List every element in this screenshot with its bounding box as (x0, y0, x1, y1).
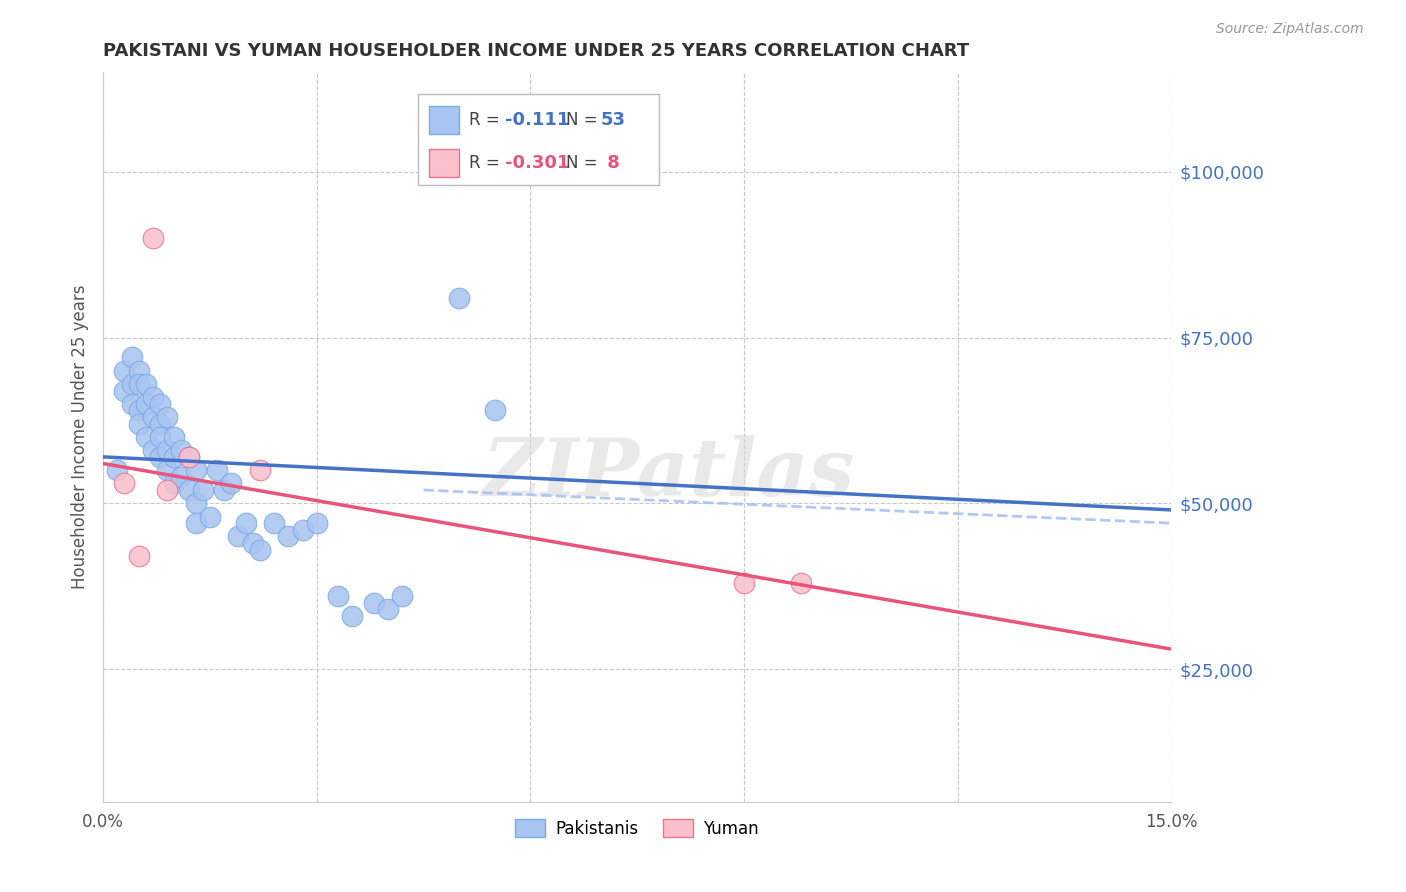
Point (184, 516, 207, 531)
Text: Source: ZipAtlas.com: Source: ZipAtlas.com (1216, 22, 1364, 37)
Point (198, 509, 221, 524)
Point (484, 403, 506, 417)
Point (135, 397, 157, 411)
Point (114, 476, 136, 491)
Point (156, 463, 179, 477)
Text: ZIPatlas: ZIPatlas (484, 434, 855, 512)
Point (733, 575, 755, 590)
Point (277, 529, 299, 543)
Point (790, 575, 813, 590)
Text: PAKISTANI VS YUMAN HOUSEHOLDER INCOME UNDER 25 YEARS CORRELATION CHART: PAKISTANI VS YUMAN HOUSEHOLDER INCOME UN… (103, 42, 969, 60)
Point (156, 443, 179, 458)
Point (177, 483, 200, 497)
Point (177, 450, 200, 464)
Text: -0.111: -0.111 (505, 111, 569, 128)
Point (212, 483, 235, 497)
Point (142, 231, 165, 245)
Point (128, 376, 150, 391)
Point (163, 450, 186, 464)
Text: R =: R = (470, 111, 506, 128)
Y-axis label: Householder Income Under 25 years: Householder Income Under 25 years (72, 285, 89, 590)
Point (121, 397, 143, 411)
Point (156, 410, 179, 425)
Point (221, 476, 243, 491)
Text: R =: R = (470, 153, 506, 171)
Point (235, 516, 257, 531)
Point (184, 463, 207, 477)
Legend: Pakistanis, Yuman: Pakistanis, Yuman (509, 813, 766, 845)
Point (249, 542, 271, 557)
Point (149, 450, 172, 464)
Point (156, 483, 179, 497)
Point (121, 351, 143, 365)
Point (149, 417, 172, 431)
Point (135, 430, 157, 444)
Point (105, 463, 128, 477)
Point (114, 364, 136, 378)
Point (305, 516, 328, 531)
Point (184, 496, 207, 510)
Point (114, 384, 136, 398)
Point (228, 529, 250, 543)
Point (205, 463, 228, 477)
Point (121, 376, 143, 391)
Point (363, 596, 385, 610)
FancyBboxPatch shape (429, 106, 458, 134)
Point (163, 430, 186, 444)
Point (342, 609, 364, 624)
Point (291, 523, 314, 537)
Point (142, 390, 165, 404)
Point (326, 589, 349, 603)
FancyBboxPatch shape (429, 149, 458, 177)
Point (128, 364, 150, 378)
Point (263, 516, 285, 531)
Text: N =: N = (565, 153, 603, 171)
Point (170, 469, 193, 483)
Point (177, 450, 200, 464)
Point (135, 376, 157, 391)
Text: 53: 53 (600, 111, 626, 128)
Point (142, 443, 165, 458)
Point (128, 417, 150, 431)
Point (191, 483, 214, 497)
FancyBboxPatch shape (418, 95, 658, 186)
Point (142, 410, 165, 425)
Text: 8: 8 (600, 153, 620, 171)
Point (149, 430, 172, 444)
Point (391, 589, 413, 603)
Text: -0.301: -0.301 (505, 153, 569, 171)
Point (163, 476, 186, 491)
Point (128, 549, 150, 564)
Point (249, 463, 271, 477)
Point (449, 291, 471, 305)
Point (149, 397, 172, 411)
Text: N =: N = (565, 111, 603, 128)
Point (170, 443, 193, 458)
Point (242, 536, 264, 550)
Point (377, 602, 399, 616)
Point (128, 403, 150, 417)
